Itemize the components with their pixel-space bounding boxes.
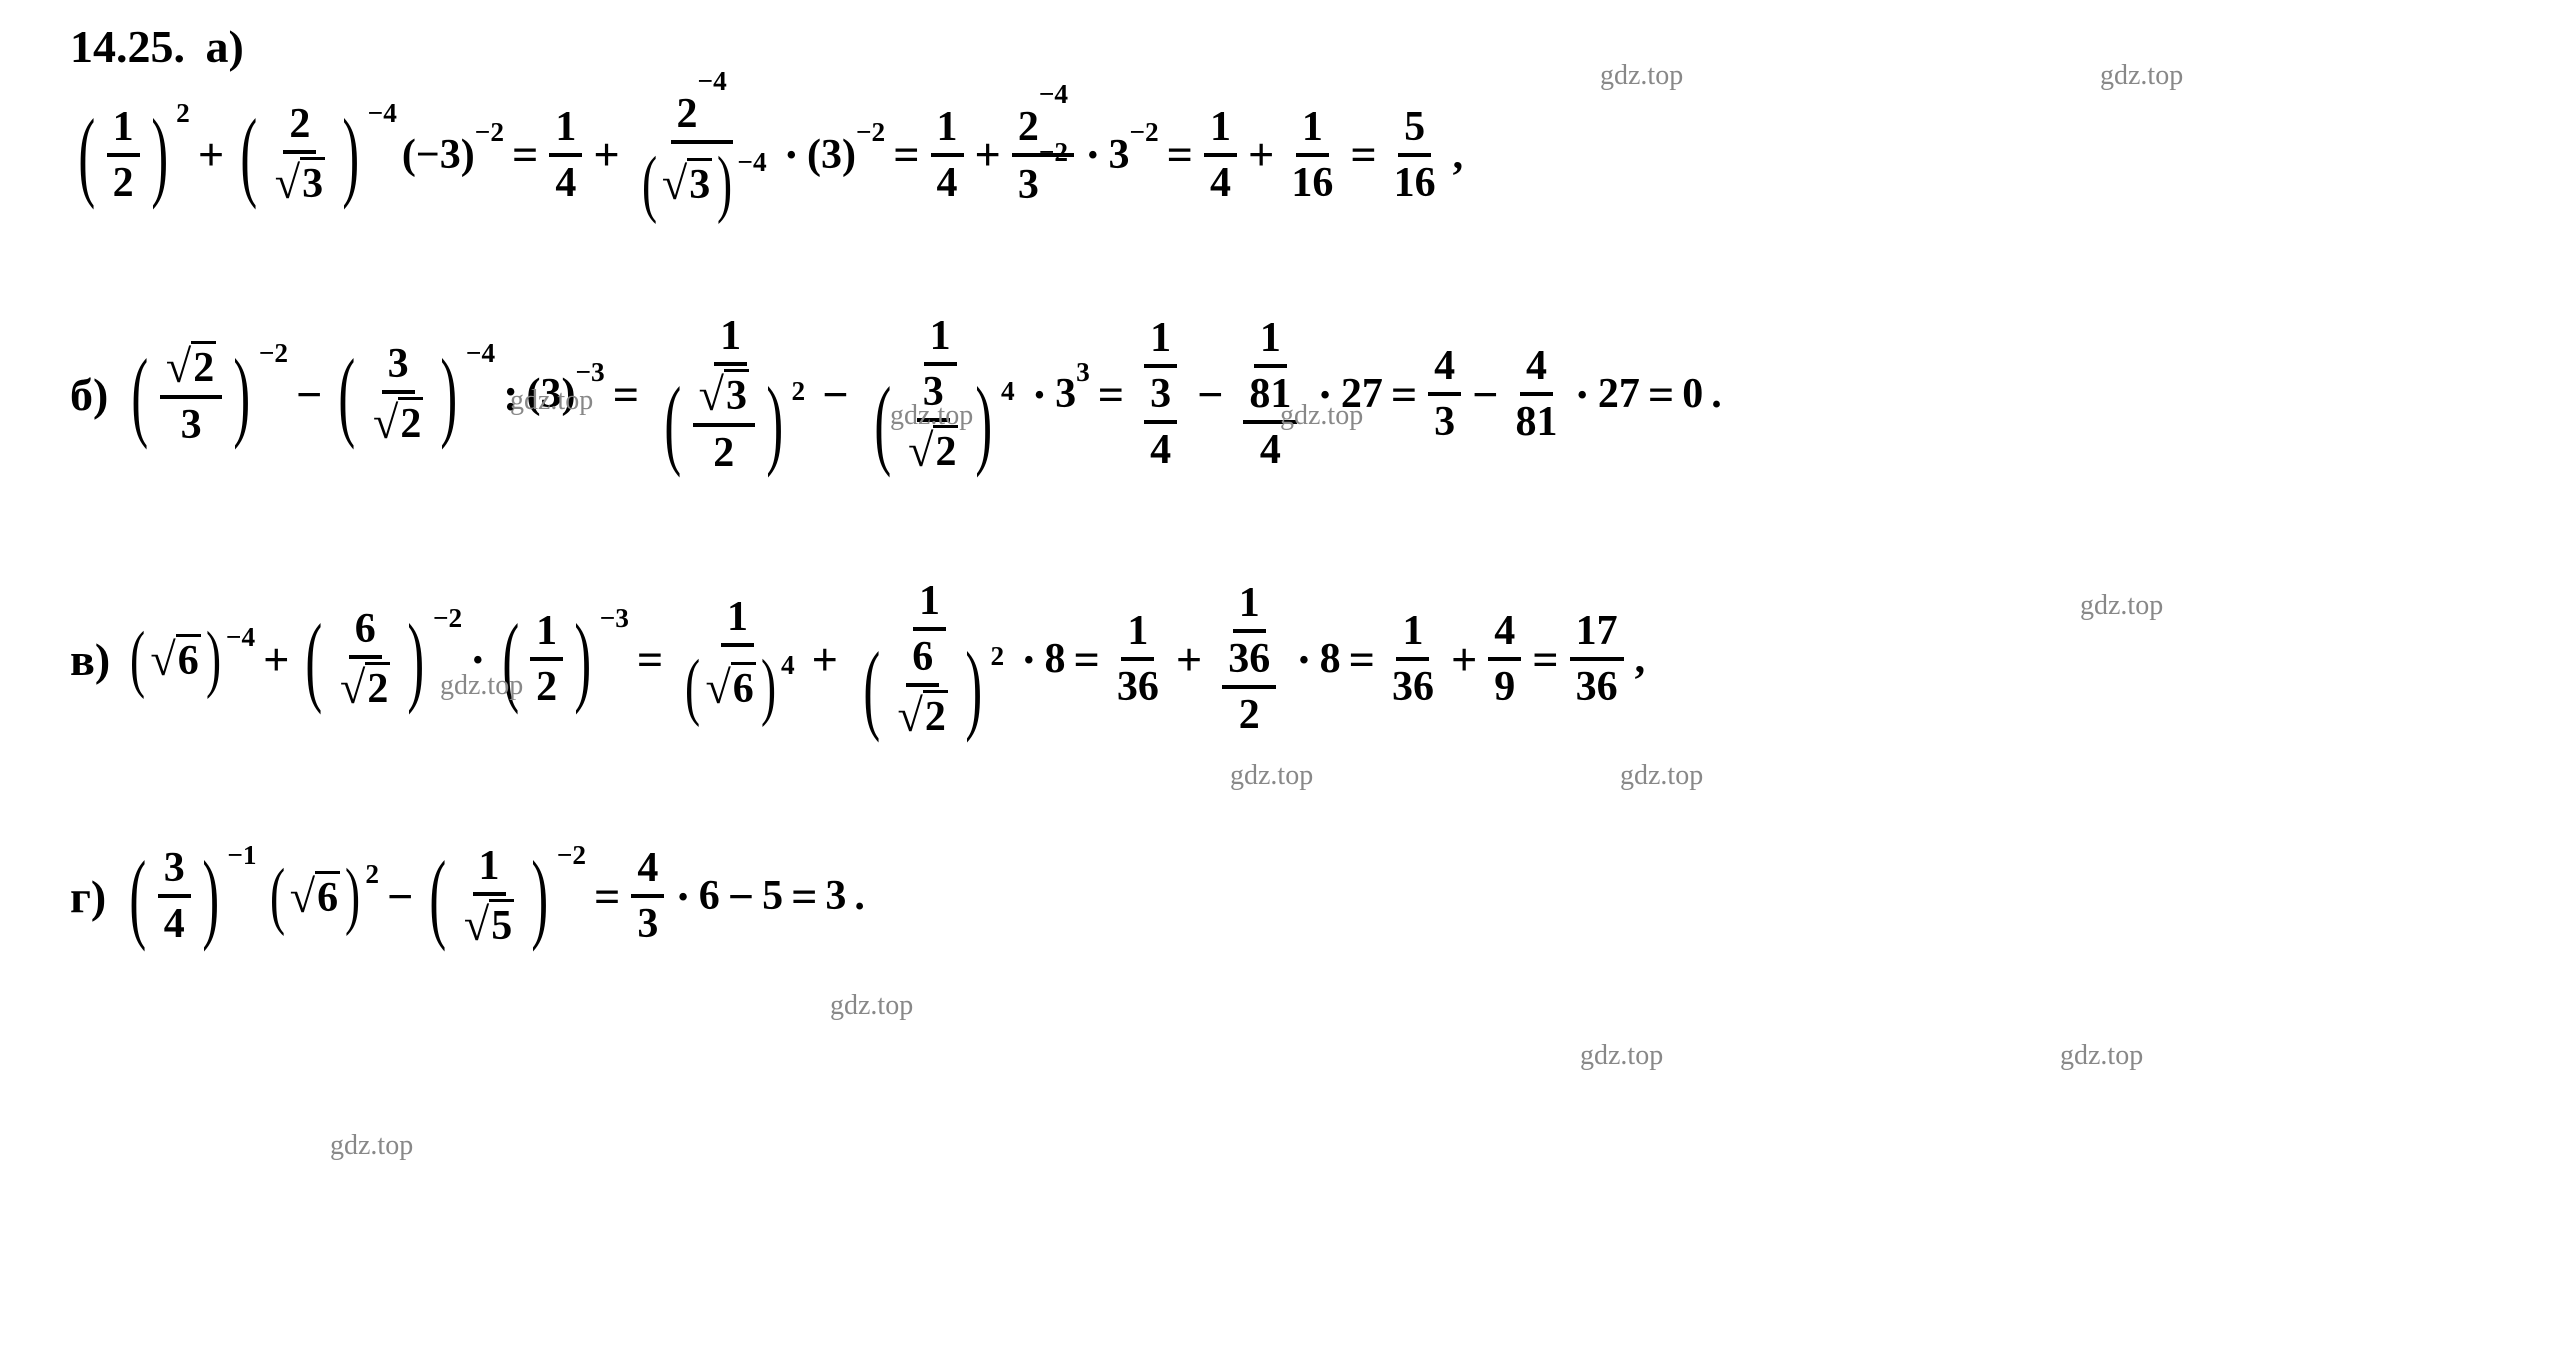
part-b-label: б) [70, 368, 108, 421]
watermark: gdz.top [890, 400, 973, 432]
watermark: gdz.top [830, 990, 913, 1022]
watermark: gdz.top [1280, 400, 1363, 432]
part-b-expression: б) ( √23 ) −2 − ( 3√2 ) −4 : (3)−3 = 1 (… [70, 312, 2531, 477]
watermark: gdz.top [1600, 60, 1683, 92]
watermark: gdz.top [510, 385, 593, 417]
watermark: gdz.top [2080, 590, 2163, 622]
watermark: gdz.top [330, 1130, 413, 1162]
problem-number: 14.25. [70, 20, 185, 73]
part-c-label: в) [70, 633, 110, 686]
part-a-expression: ( 12 ) 2 + ( 2√3 ) −4 (−3)−2 = 14 + 2−4 … [70, 88, 2531, 222]
watermark: gdz.top [2100, 60, 2183, 92]
part-a-label: а) [206, 20, 244, 73]
part-d-label: г) [70, 870, 106, 923]
watermark: gdz.top [1230, 760, 1313, 792]
watermark: gdz.top [2060, 1040, 2143, 1072]
watermark: gdz.top [440, 670, 523, 702]
watermark: gdz.top [1620, 760, 1703, 792]
part-d-expression: г) ( 34 ) −1 (√6)2 − ( 1√5 ) −2 = 43 · 6… [70, 842, 2531, 951]
watermark: gdz.top [1580, 1040, 1663, 1072]
